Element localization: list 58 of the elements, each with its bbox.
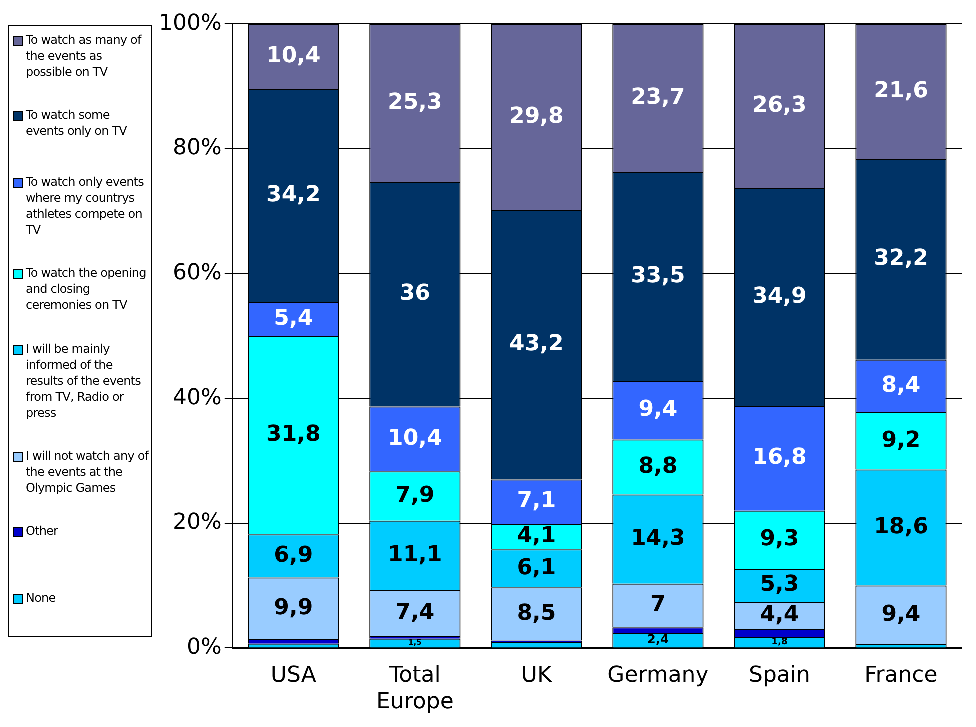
x-tick-label: UK: [521, 663, 553, 688]
data-label: 2,4: [647, 632, 670, 647]
data-label: 9,4: [638, 397, 678, 422]
y-tick-label: 100%: [158, 10, 222, 36]
data-label: 33,5: [631, 263, 686, 288]
data-label: 11,1: [388, 542, 442, 568]
data-label: 16,8: [752, 445, 807, 470]
legend-label: To watch only events where my countrys athletes compete on TV: [26, 174, 145, 238]
data-label: 31,8: [266, 422, 321, 448]
data-label: 1,8: [772, 638, 788, 648]
data-label: 34,9: [752, 284, 807, 309]
y-tick-label: 20%: [172, 510, 222, 536]
legend-label: I will be mainly informed of the results of the events from TV, Radio or press: [26, 340, 142, 421]
data-label: 5,3: [760, 572, 800, 598]
y-tick-label: 60%: [172, 260, 222, 286]
data-label: 32,2: [874, 246, 928, 272]
data-label: 26,3: [752, 92, 807, 118]
data-label: 9,9: [274, 595, 314, 620]
data-label: 8,8: [638, 454, 678, 479]
data-label: 7,4: [396, 600, 435, 625]
legend-label: To watch as many of the events as possible on TV: [26, 32, 143, 80]
data-label: 9,3: [760, 526, 800, 552]
data-label: 21,6: [874, 78, 928, 104]
data-label: 23,7: [631, 84, 686, 110]
data-label: 8,5: [517, 600, 556, 626]
x-tick-label: Germany: [608, 663, 709, 688]
data-label: 25,3: [388, 90, 442, 115]
data-label: 7,9: [396, 482, 435, 508]
data-label: 18,6: [874, 514, 928, 540]
data-label: 9,4: [882, 602, 921, 627]
x-tick-label: Spain: [748, 663, 810, 688]
x-tick-label: USA: [270, 663, 316, 688]
data-label: 4,1: [517, 524, 556, 549]
data-label: 9,2: [882, 428, 921, 453]
data-label: 10,4: [388, 426, 442, 451]
data-label: 4,4: [760, 602, 800, 628]
data-label: 34,2: [266, 182, 321, 208]
x-tick-label: Total Europe: [376, 663, 454, 715]
legend-label: I will not watch any of the events at the Olympic Games: [26, 448, 149, 496]
legend-label: Other: [26, 522, 58, 539]
data-label: 7,1: [517, 488, 556, 514]
x-tick-label: France: [864, 663, 938, 688]
data-label: 29,8: [510, 104, 564, 129]
legend-label: To watch the opening and closing ceremonies on TV: [26, 265, 148, 314]
data-label: 10,4: [266, 43, 321, 68]
data-label: 6,1: [517, 555, 556, 580]
y-tick-label: 80%: [172, 136, 222, 161]
data-label: 8,4: [882, 372, 921, 398]
data-label: 43,2: [510, 332, 564, 357]
data-label: 7: [650, 592, 666, 618]
data-label: 5,4: [274, 306, 314, 332]
legend-label: To watch some events only on TV: [26, 107, 128, 140]
y-tick-label: 40%: [172, 385, 222, 410]
legend-label: None: [26, 590, 56, 606]
data-label: 6,9: [274, 542, 314, 568]
y-tick-label: 0%: [186, 634, 222, 660]
data-label: 36: [400, 281, 430, 306]
data-label: 14,3: [631, 526, 686, 552]
